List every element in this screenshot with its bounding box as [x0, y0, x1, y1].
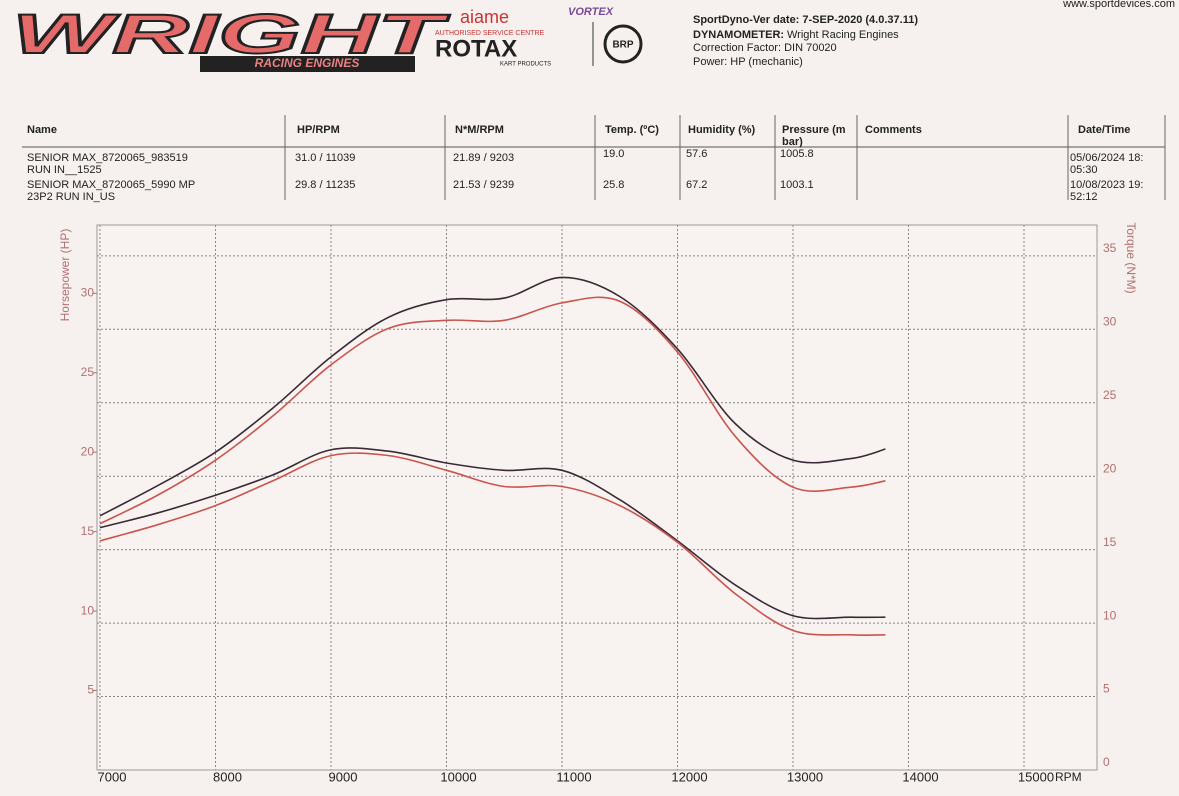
cell: 1003.1	[780, 179, 814, 191]
x-tick-label: 10000	[440, 769, 476, 784]
tagline-bg	[200, 56, 415, 72]
cell: 25.8	[603, 179, 624, 191]
x-tick-label: 9000	[329, 769, 358, 784]
cell: 57.6	[686, 148, 707, 160]
correction: Correction Factor: DIN 70020	[693, 42, 837, 54]
y2-tick-label: 5	[1103, 682, 1110, 696]
y2-tick-label: 30	[1103, 314, 1117, 328]
cell: 29.8 / 11235	[295, 179, 355, 191]
x-tick-label: 8000	[213, 769, 242, 784]
y-tick-label: 25	[81, 365, 95, 379]
x-tick-label: 12000	[671, 769, 707, 784]
plot-area	[97, 225, 1097, 770]
y2-tick-label: 25	[1103, 388, 1117, 402]
cell: 05/06/2024 18:	[1070, 152, 1143, 164]
cell: 21.89 / 9203	[453, 152, 514, 164]
brand: WRIGHT	[12, 2, 451, 65]
cell: SENIOR MAX_8720065_983519	[27, 152, 188, 164]
centre: AUTHORISED SERVICE CENTRE	[435, 30, 544, 37]
curve	[99, 296, 886, 525]
y-axis-label: Horsepower (HP)	[58, 229, 72, 322]
chart: 7000 8000 9000 10000 11000 12000 13000 14000 150…	[58, 222, 1138, 784]
x-tick-label: 13000	[787, 769, 823, 784]
curve	[99, 447, 886, 620]
partner: aiame	[460, 7, 509, 27]
power: Power: HP (mechanic)	[693, 56, 803, 68]
brp: BRP	[612, 40, 633, 51]
y2-axis-label: Torque (N*M)	[1124, 222, 1138, 293]
column-header: Temp. (ºC)	[605, 124, 659, 136]
x-tick-label: 11000	[556, 769, 591, 784]
cell: 52:12	[1070, 191, 1098, 203]
y-tick-label: 20	[81, 444, 95, 458]
x-tick-label: 15000	[1018, 769, 1054, 784]
x-tick-label: 14000	[902, 769, 938, 784]
cell: 05:30	[1070, 164, 1098, 176]
cell: 67.2	[686, 179, 707, 191]
cell: 1005.8	[780, 148, 814, 160]
y-tick-label: 30	[81, 285, 95, 299]
plot-frame	[96, 224, 1098, 771]
info: SportDyno-Ver date: 7-SEP-2020 (4.0.37.1…	[693, 0, 1175, 68]
y-tick-label: 15	[81, 524, 95, 538]
cell: SENIOR MAX_8720065_5990 MP	[27, 179, 195, 191]
y-tick-label: 10	[81, 603, 95, 617]
column-header: HP/RPM	[297, 124, 340, 136]
logo: WRIGHT RACING ENGINES aiame VORTEX AUTHO…	[11, 1, 643, 72]
y2-tick-label: 15	[1103, 535, 1117, 549]
version: SportDyno-Ver date: 7-SEP-2020 (4.0.37.1…	[693, 14, 918, 26]
cell: 21.53 / 9239	[453, 179, 514, 191]
partner2: VORTEX	[568, 6, 614, 18]
y2-tick-label: 35	[1103, 241, 1117, 255]
curve	[99, 276, 886, 517]
column-header: bar)	[782, 136, 803, 148]
column-header: Pressure (m	[782, 124, 846, 136]
website: www.sportdevices.com	[1062, 0, 1175, 10]
column-header: Name	[27, 124, 57, 136]
y2-tick-label: 0	[1103, 755, 1110, 769]
dyno-label: DYNAMOMETER:	[693, 29, 784, 41]
cell: 19.0	[603, 148, 624, 160]
cell: RUN IN__1525	[27, 164, 102, 176]
curve	[99, 452, 886, 636]
column-header: Comments	[865, 124, 922, 136]
brp-ring	[603, 24, 643, 64]
y-tick-label: 5	[87, 683, 94, 697]
cell: 10/08/2023 19:	[1070, 179, 1143, 191]
tagline: RACING ENGINES	[255, 56, 360, 70]
y2-tick-label: 20	[1103, 461, 1117, 475]
y2-tick-label: 10	[1103, 608, 1117, 622]
x-axis-label: RPM	[1055, 770, 1082, 784]
kart: KART PRODUCTS	[500, 62, 551, 68]
dyno: Wright Racing Engines	[787, 29, 899, 41]
cell: 23P2 RUN IN_US	[27, 191, 115, 203]
column-header: Date/Time	[1078, 124, 1130, 136]
results-table: Name HP/RPM N*M/RPM Temp. (ºC) Humidity (%) P…	[22, 115, 1166, 203]
x-tick-label: 7000	[98, 769, 127, 784]
column-header: Humidity (%)	[688, 124, 756, 136]
cell: 31.0 / 11039	[295, 152, 355, 164]
column-header: N*M/RPM	[455, 124, 504, 136]
rotax: ROTAX	[435, 35, 517, 62]
